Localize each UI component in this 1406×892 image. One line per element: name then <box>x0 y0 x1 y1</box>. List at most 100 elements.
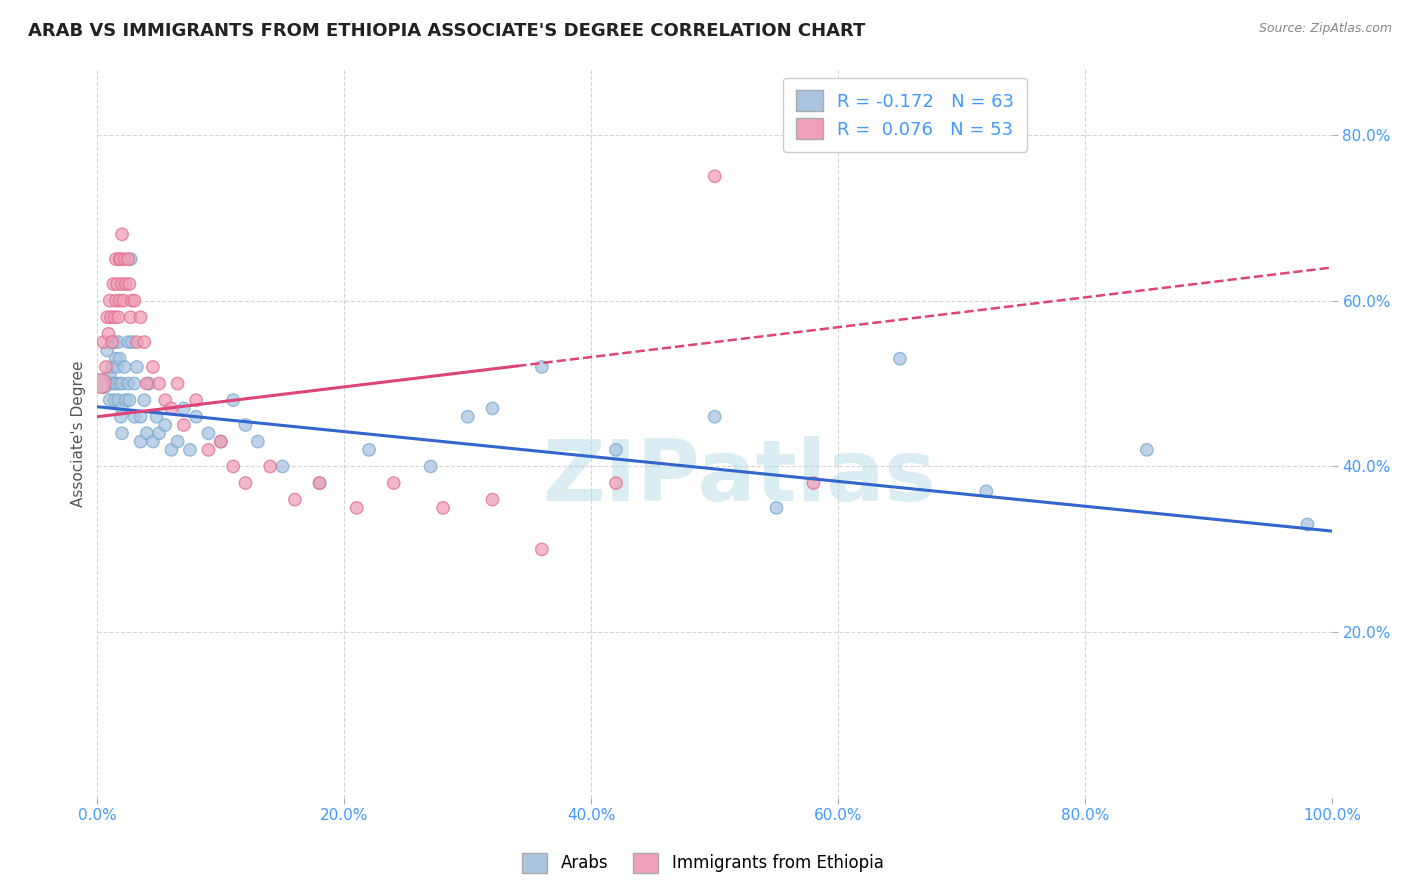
Point <box>138 376 160 391</box>
Point <box>235 417 257 432</box>
Point <box>108 252 131 267</box>
Point <box>703 409 725 424</box>
Point <box>98 293 121 308</box>
Point <box>160 442 183 457</box>
Point <box>308 476 330 491</box>
Point <box>284 492 307 507</box>
Point <box>184 409 207 424</box>
Point <box>155 417 177 432</box>
Point <box>419 459 441 474</box>
Point <box>765 500 787 515</box>
Legend: R = -0.172   N = 63, R =  0.076   N = 53: R = -0.172 N = 63, R = 0.076 N = 53 <box>783 78 1026 152</box>
Point <box>93 335 115 350</box>
Point <box>197 442 219 457</box>
Point <box>111 376 134 391</box>
Point <box>222 393 245 408</box>
Point <box>259 459 281 474</box>
Point <box>94 359 117 374</box>
Point <box>173 401 195 416</box>
Point <box>142 359 165 374</box>
Point <box>114 252 136 267</box>
Point <box>107 393 129 408</box>
Point <box>104 252 127 267</box>
Point <box>117 252 139 267</box>
Point <box>108 376 131 391</box>
Point <box>110 409 132 424</box>
Point <box>101 359 124 374</box>
Point <box>98 393 121 408</box>
Point <box>110 252 132 267</box>
Point <box>96 310 118 325</box>
Point <box>93 376 115 391</box>
Point <box>457 409 479 424</box>
Point <box>114 393 136 408</box>
Point <box>103 277 125 291</box>
Text: ARAB VS IMMIGRANTS FROM ETHIOPIA ASSOCIATE'S DEGREE CORRELATION CHART: ARAB VS IMMIGRANTS FROM ETHIOPIA ASSOCIA… <box>28 22 866 40</box>
Point <box>101 335 124 350</box>
Point <box>209 434 232 449</box>
Point <box>103 376 125 391</box>
Point <box>605 442 627 457</box>
Point <box>120 252 142 267</box>
Point <box>104 393 127 408</box>
Point <box>104 293 127 308</box>
Point <box>96 343 118 358</box>
Point <box>125 359 148 374</box>
Point <box>108 351 131 366</box>
Point <box>481 492 503 507</box>
Point <box>117 335 139 350</box>
Point <box>90 376 112 391</box>
Point <box>104 376 127 391</box>
Point <box>125 335 148 350</box>
Point <box>124 293 146 308</box>
Point <box>703 169 725 184</box>
Point <box>481 401 503 416</box>
Point <box>124 409 146 424</box>
Text: ZIPatlas: ZIPatlas <box>543 435 936 518</box>
Point <box>107 335 129 350</box>
Point <box>104 335 127 350</box>
Point <box>121 293 143 308</box>
Point <box>104 310 127 325</box>
Point <box>105 359 128 374</box>
Point <box>129 434 152 449</box>
Point <box>1136 442 1159 457</box>
Point <box>100 310 122 325</box>
Point <box>129 409 152 424</box>
Point <box>134 393 156 408</box>
Point <box>803 476 825 491</box>
Point <box>976 484 998 499</box>
Point <box>148 376 170 391</box>
Point <box>166 376 188 391</box>
Point <box>357 442 380 457</box>
Point <box>889 351 911 366</box>
Point <box>530 542 553 557</box>
Legend: Arabs, Immigrants from Ethiopia: Arabs, Immigrants from Ethiopia <box>516 847 890 880</box>
Point <box>118 277 141 291</box>
Point <box>121 335 143 350</box>
Point <box>111 426 134 441</box>
Point <box>105 277 128 291</box>
Point <box>111 401 134 416</box>
Point <box>120 310 142 325</box>
Point <box>111 227 134 242</box>
Point <box>1296 517 1319 532</box>
Point <box>173 417 195 432</box>
Point <box>179 442 201 457</box>
Point <box>271 459 294 474</box>
Point <box>117 376 139 391</box>
Point <box>530 359 553 374</box>
Point <box>346 500 368 515</box>
Point <box>124 376 146 391</box>
Point <box>142 434 165 449</box>
Point <box>145 409 167 424</box>
Point <box>97 326 120 341</box>
Point <box>166 434 188 449</box>
Point <box>104 351 127 366</box>
Point <box>108 293 131 308</box>
Point <box>135 426 157 441</box>
Point <box>197 426 219 441</box>
Point <box>246 434 269 449</box>
Text: Source: ZipAtlas.com: Source: ZipAtlas.com <box>1258 22 1392 36</box>
Point <box>605 476 627 491</box>
